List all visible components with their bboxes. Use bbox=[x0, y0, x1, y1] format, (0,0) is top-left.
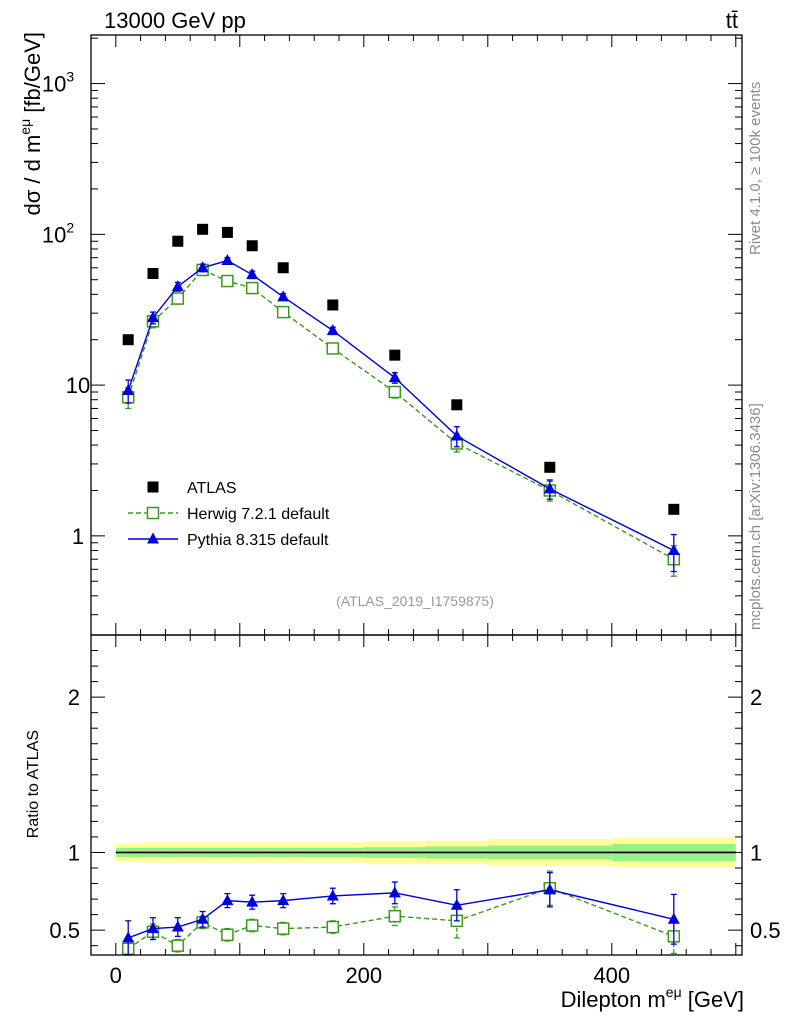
legend-herwig-7-2-1-default-label: Herwig 7.2.1 default bbox=[187, 506, 330, 523]
ratio-series-pythia-8-315-default-point bbox=[147, 922, 159, 934]
mcplots-label: mcplots.cern.ch [arXiv:1306.3436] bbox=[747, 403, 764, 630]
ratio-series-pythia-8-315-default-point bbox=[122, 931, 135, 943]
ratio-y-tick-label-left: 2 bbox=[68, 685, 80, 710]
ratio-y-axis-title: Ratio to ATLAS bbox=[25, 730, 42, 838]
series-atlas-point bbox=[668, 503, 680, 515]
series-atlas-point bbox=[221, 226, 233, 238]
series-pythia-8-315-default-point bbox=[147, 311, 159, 323]
ratio-series-herwig-7-2-1-default-point bbox=[245, 919, 259, 932]
ratio-series-herwig-7-2-1-default-point bbox=[326, 920, 340, 934]
analysis-label: (ATLAS_2019_I1759875) bbox=[336, 593, 494, 609]
ratio-y-tick-label-right: 1 bbox=[750, 840, 762, 865]
main-y-axis-title: dσ / d meμ [fb/GeV] bbox=[17, 32, 45, 216]
legend-atlas-marker bbox=[147, 481, 159, 493]
legend-herwig-7-2-1-default-marker bbox=[146, 506, 160, 520]
ratio-series-herwig-7-2-1-default-point bbox=[388, 909, 402, 923]
series-atlas-point bbox=[122, 334, 134, 346]
ratio-series-pythia-8-315-default-point bbox=[543, 883, 556, 895]
series-herwig-7-2-1-default-point bbox=[326, 342, 340, 355]
series-pythia-8-315-default-point bbox=[667, 543, 680, 555]
series-atlas-point bbox=[147, 267, 159, 279]
ratio-frame bbox=[90, 634, 743, 956]
ratio-series-herwig-7-2-1-default-point bbox=[171, 939, 185, 952]
series-pythia-8-315-default-point bbox=[246, 268, 259, 280]
series-atlas-point bbox=[172, 235, 184, 247]
ratio-series-pythia-8-315-default-point bbox=[246, 895, 259, 907]
x-axis-title: Dilepton meμ [GeV] bbox=[561, 984, 744, 1012]
ratio-y-tick-label-left: 1 bbox=[68, 840, 80, 865]
x-tick-label: 400 bbox=[593, 963, 630, 988]
series-herwig-7-2-1-default-point bbox=[171, 292, 185, 305]
ratio-y-tick-label-right: 2 bbox=[750, 685, 762, 710]
main-panel: 103102101(ATLAS_2019_I1759875)ATLASHerwi… bbox=[42, 34, 743, 636]
series-pythia-8-315-default-point bbox=[388, 371, 401, 383]
x-tick-label: 0 bbox=[110, 963, 122, 988]
legend-pythia-8-315-default-marker bbox=[147, 532, 159, 544]
ratio-series-pythia-8-315-default-point bbox=[277, 894, 290, 906]
main-y-tick-label: 102 bbox=[42, 219, 74, 247]
ratio-series-pythia-8-315-default-point bbox=[667, 912, 680, 924]
ratio-y-tick-label-right: 0.5 bbox=[750, 918, 781, 943]
series-atlas-point bbox=[544, 461, 556, 473]
header-right-label: tt̄ bbox=[726, 8, 738, 33]
series-pythia-8-315-default-point bbox=[122, 384, 135, 396]
ratio-series-pythia-8-315-default-point bbox=[221, 894, 234, 906]
series-herwig-7-2-1-default-point bbox=[276, 305, 290, 319]
series-herwig-7-2-1-default-point bbox=[388, 385, 402, 399]
series-herwig-7-2-1-default-point bbox=[221, 274, 234, 288]
series-atlas-point bbox=[246, 240, 258, 252]
legend-atlas-label: ATLAS bbox=[187, 480, 237, 497]
series-pythia-8-315-default-point bbox=[543, 482, 556, 494]
main-y-tick-label: 103 bbox=[42, 69, 74, 97]
series-pythia-8-315-default-point bbox=[196, 261, 209, 273]
legend-pythia-8-315-default-label: Pythia 8.315 default bbox=[187, 532, 329, 549]
x-tick-label: 200 bbox=[345, 963, 382, 988]
series-pythia-8-315-default-point bbox=[326, 324, 339, 336]
series-pythia-8-315-default-point bbox=[277, 290, 290, 302]
ratio-series-herwig-7-2-1-default-point bbox=[221, 928, 234, 942]
main-y-tick-label: 10 bbox=[66, 373, 90, 398]
series-atlas-point bbox=[389, 349, 401, 361]
ratio-panel: 0 200 400 0.5 0.5 1 1 2 2 bbox=[49, 634, 781, 988]
main-y-tick-label: 1 bbox=[72, 524, 84, 549]
ratio-series-pythia-8-315-default-point bbox=[326, 889, 339, 901]
ratio-series-pythia-8-315-default-point bbox=[388, 886, 401, 898]
series-pythia-8-315-default-point bbox=[450, 429, 463, 441]
rivet-version-label: Rivet 4.1.0, ≥ 100k events bbox=[747, 82, 764, 255]
series-atlas-point bbox=[451, 399, 463, 411]
series-herwig-7-2-1-default-point bbox=[245, 281, 259, 295]
ratio-series-pythia-8-315-default-point bbox=[171, 920, 184, 932]
series-atlas-point bbox=[197, 223, 209, 235]
ratio-series-herwig-7-2-1-default-line bbox=[127, 887, 675, 950]
series-atlas-point bbox=[327, 299, 339, 311]
ratio-series-pythia-8-315-default-point bbox=[450, 898, 463, 910]
series-pythia-8-315-default-point bbox=[221, 254, 234, 266]
series-atlas-point bbox=[277, 262, 289, 274]
ratio-series-pythia-8-315-default-point bbox=[196, 912, 209, 924]
ratio-series-herwig-7-2-1-default-point bbox=[276, 922, 290, 935]
ratio-series-pythia-8-315-default-line bbox=[127, 889, 674, 939]
header-left-label: 13000 GeV pp bbox=[104, 8, 246, 33]
series-pythia-8-315-default-point bbox=[171, 280, 184, 292]
series-pythia-8-315-default-line bbox=[127, 259, 675, 552]
ratio-y-tick-label-left: 0.5 bbox=[49, 918, 80, 943]
